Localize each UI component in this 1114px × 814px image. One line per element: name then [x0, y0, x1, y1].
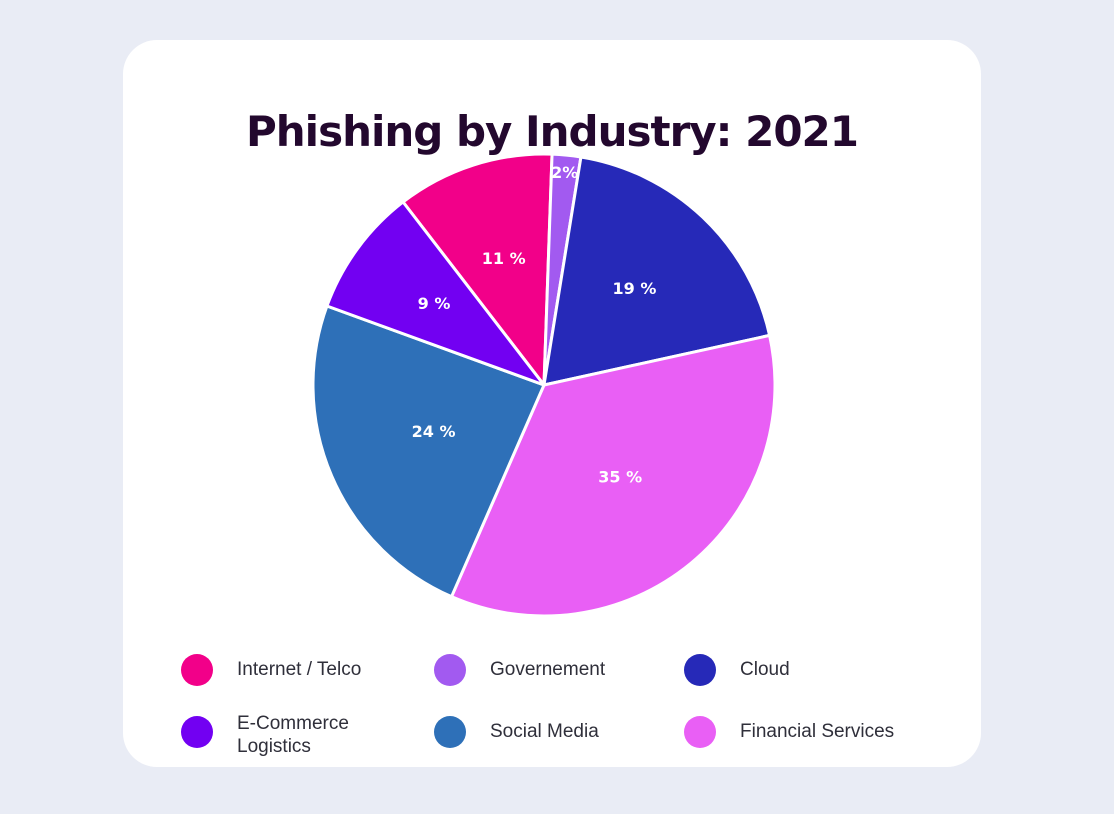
- legend-swatch: [434, 654, 466, 686]
- legend-item-financial-services: Financial Services: [684, 716, 930, 756]
- chart-title: Phishing by Industry: 2021: [246, 107, 859, 156]
- legend-label: Governement: [490, 659, 606, 680]
- pie-slice-social-media: [311, 304, 546, 599]
- pie-slice-e-commerce-logistics: [325, 200, 546, 387]
- legend-swatch: [684, 716, 716, 748]
- pie-slice-label: 11 %: [482, 249, 526, 268]
- legend-item-social-media: Social Media: [434, 716, 680, 756]
- pie-slice-label: 35 %: [598, 467, 642, 486]
- legend-label: Cloud: [740, 659, 790, 680]
- legend-label: Internet / Telco: [237, 659, 362, 680]
- legend-item-ecommerce-logistics: E-Commerce Logistics: [181, 713, 427, 757]
- pie-slice-label: 2%: [551, 163, 578, 182]
- legend-swatch: [181, 716, 213, 748]
- pie-slice-financial-services: [450, 333, 777, 618]
- pie-slice-label: 24 %: [412, 422, 456, 441]
- legend-item-internet-telco: Internet / Telco: [181, 654, 427, 694]
- legend-item-cloud: Cloud: [684, 654, 930, 694]
- legend-label: Financial Services: [740, 721, 895, 742]
- pie-slice-internet-telco: [401, 152, 554, 387]
- pie-slice-label: 9 %: [418, 294, 451, 313]
- pie-slice-label: 19 %: [613, 279, 657, 298]
- legend-item-governement: Governement: [434, 654, 680, 694]
- legend-swatch: [181, 654, 213, 686]
- legend-swatch: [684, 654, 716, 686]
- pie-slice-cloud: [542, 155, 772, 387]
- legend-swatch: [434, 716, 466, 748]
- legend-label: E-Commerce Logistics: [237, 713, 349, 757]
- legend-label: Social Media: [490, 721, 599, 742]
